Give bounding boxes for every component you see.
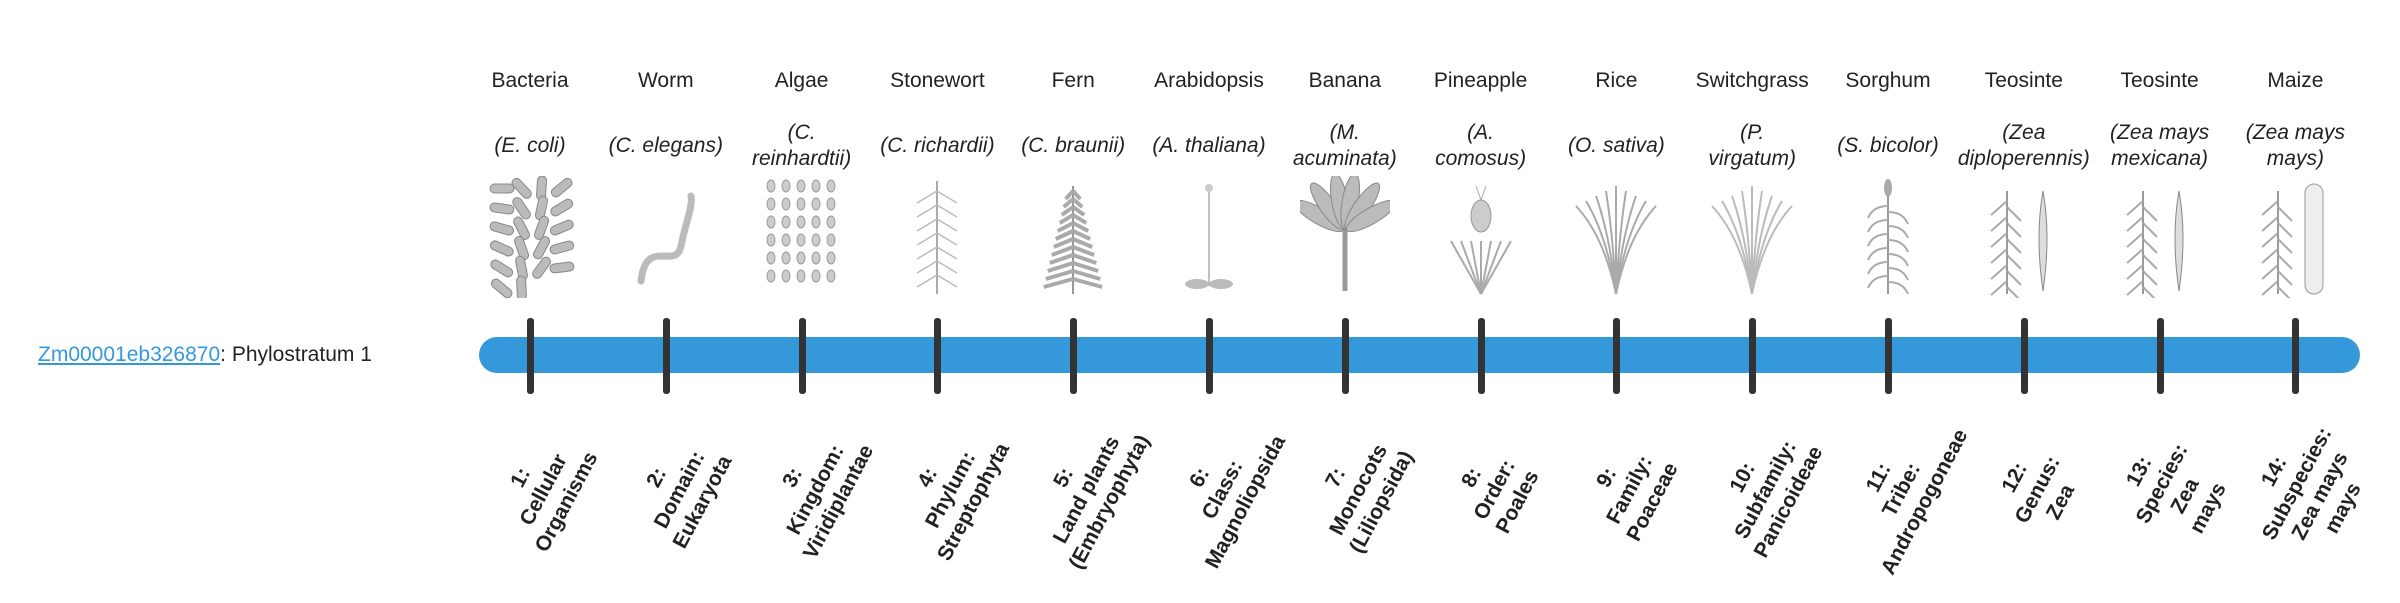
stratum-tick xyxy=(1477,318,1485,394)
species-name-line: (M. xyxy=(1329,121,1360,144)
species-name: (Zea diploperennis) xyxy=(1956,108,2092,184)
common-name: Sorghum xyxy=(1845,69,1931,92)
stratum-label: 14: Subspecies: Zea mays mays xyxy=(2217,377,2400,602)
species-name: (A. thaliana) xyxy=(1141,108,1277,184)
stratum-tick xyxy=(1885,318,1892,394)
common-name: Fern xyxy=(1051,69,1095,92)
stratum-label: 3: Kingdom: Viridiplantae xyxy=(734,383,897,596)
species-name-line: (A. xyxy=(1467,121,1495,144)
species-name: (E. coli) xyxy=(462,108,598,184)
teosinte-icon xyxy=(2092,176,2228,298)
species-name: (Zea mays mexicana) xyxy=(2092,108,2228,184)
phylostratum-bar xyxy=(479,337,2360,373)
common-name: Arabidopsis xyxy=(1154,69,1264,92)
arabidopsis-icon xyxy=(1141,176,1277,298)
stratum-tick xyxy=(2156,318,2164,394)
stratum-tick xyxy=(527,318,534,394)
species-name: (P. virgatum) xyxy=(1684,108,1820,184)
stratum-tick xyxy=(1341,318,1349,394)
common-name: Teosinte xyxy=(1984,69,2063,92)
species-name: (C. braunii) xyxy=(1005,108,1141,184)
pineapple-icon xyxy=(1413,176,1549,298)
species-name-line: mexicana) xyxy=(2111,147,2209,170)
species-name-line: (A. thaliana) xyxy=(1152,134,1266,157)
species-name-line: reinhardtii) xyxy=(751,147,852,170)
switchgrass-icon xyxy=(1684,176,1820,298)
stratum-label: 6: Class: Magnoliopsida xyxy=(1142,383,1305,596)
species-name-line: (S. bicolor) xyxy=(1837,134,1939,157)
stratum-tick xyxy=(2292,318,2300,394)
common-name: Banana xyxy=(1308,69,1381,92)
common-name: Maize xyxy=(2267,69,2324,92)
stratum-tick xyxy=(1206,318,1213,394)
maize-icon xyxy=(2227,176,2363,298)
gene-label: Zm00001eb326870: Phylostratum 1 xyxy=(38,340,372,370)
common-name: Teosinte xyxy=(2120,69,2199,92)
stratum-tick xyxy=(2020,318,2028,394)
species-name-line: (O. sativa) xyxy=(1567,134,1665,157)
common-name: Bacteria xyxy=(491,69,569,92)
common-name: Pineapple xyxy=(1433,69,1528,92)
stratum-label: 2: Domain: Eukaryota xyxy=(598,383,761,596)
common-name: Algae xyxy=(774,69,829,92)
species-name-line: (Zea mays xyxy=(2245,121,2345,144)
stratum-tick xyxy=(798,318,806,394)
bacteria-rods-icon xyxy=(462,176,598,298)
rice-icon xyxy=(1548,176,1684,298)
stratum-label: 8: Order: Poales xyxy=(1413,383,1576,596)
species-name-line: (Zea xyxy=(2002,121,2046,144)
species-name: (O. sativa) xyxy=(1548,108,1684,184)
species-name: (C. reinhardtii) xyxy=(734,108,870,184)
stratum-tick xyxy=(934,318,942,394)
species-name-line: comosus) xyxy=(1435,147,1527,170)
species-name-line: (P. xyxy=(1740,121,1765,144)
common-name: Switchgrass xyxy=(1695,69,1809,92)
species-name-line: diploperennis) xyxy=(1957,147,2090,170)
stratum-label: 7: Monocots (Liliopsida) xyxy=(1277,383,1440,596)
species-name-line: mays) xyxy=(2266,147,2324,170)
stratum-label: 1: Cellular Organisms xyxy=(463,383,626,596)
phylostratum-text: : Phylostratum 1 xyxy=(220,343,372,366)
stratum-label: 4: Phylum: Streptophyta xyxy=(870,383,1033,596)
worm-icon xyxy=(598,176,734,298)
species-name-line: (C. richardii) xyxy=(880,134,995,157)
stratum-label: 10: Subfamily: Panicoideae xyxy=(1685,383,1848,596)
algae-cells-icon xyxy=(734,176,870,298)
species-name: (S. bicolor) xyxy=(1820,108,1956,184)
common-name: Worm xyxy=(637,69,694,92)
species-name-line: (C. elegans) xyxy=(608,134,723,157)
species-name-line: virgatum) xyxy=(1708,147,1796,170)
common-name: Stonewort xyxy=(890,69,985,92)
species-name: (C. elegans) xyxy=(598,108,734,184)
stratum-label: 11: Tribe: Andropogoneae xyxy=(1821,383,1984,596)
stratum-tick xyxy=(1070,318,1078,394)
species-name-line: (Zea mays xyxy=(2110,121,2210,144)
species-name-line: (C. xyxy=(787,121,816,144)
species-name: (C. richardii) xyxy=(869,108,1005,184)
species-name: (A. comosus) xyxy=(1413,108,1549,184)
gene-id-link[interactable]: Zm00001eb326870 xyxy=(38,343,221,366)
species-name-line: (E. coli) xyxy=(494,134,566,157)
stratum-label: 9: Family: Poaceae xyxy=(1549,383,1712,596)
stratum-label: 12: Genus: Zea xyxy=(1956,383,2119,596)
stratum-label: 13: Species: Zea mays xyxy=(2081,377,2267,602)
species-name-line: (C. braunii) xyxy=(1021,134,1126,157)
species-name: (Zea mays mays) xyxy=(2227,108,2363,184)
sorghum-icon xyxy=(1820,176,1956,298)
common-name: Rice xyxy=(1595,69,1638,92)
stratum-tick xyxy=(662,318,670,394)
fern-icon xyxy=(1005,176,1141,298)
banana-plant-icon xyxy=(1277,176,1413,298)
stratum-tick xyxy=(1749,318,1757,394)
teosinte-icon xyxy=(1956,176,2092,298)
stonewort-icon xyxy=(869,176,1005,298)
species-name: (M. acuminata) xyxy=(1277,108,1413,184)
stratum-label: 5: Land plants (Embryophyta) xyxy=(1006,383,1169,596)
stratum-tick xyxy=(1613,318,1621,394)
species-name-line: acuminata) xyxy=(1292,147,1397,170)
